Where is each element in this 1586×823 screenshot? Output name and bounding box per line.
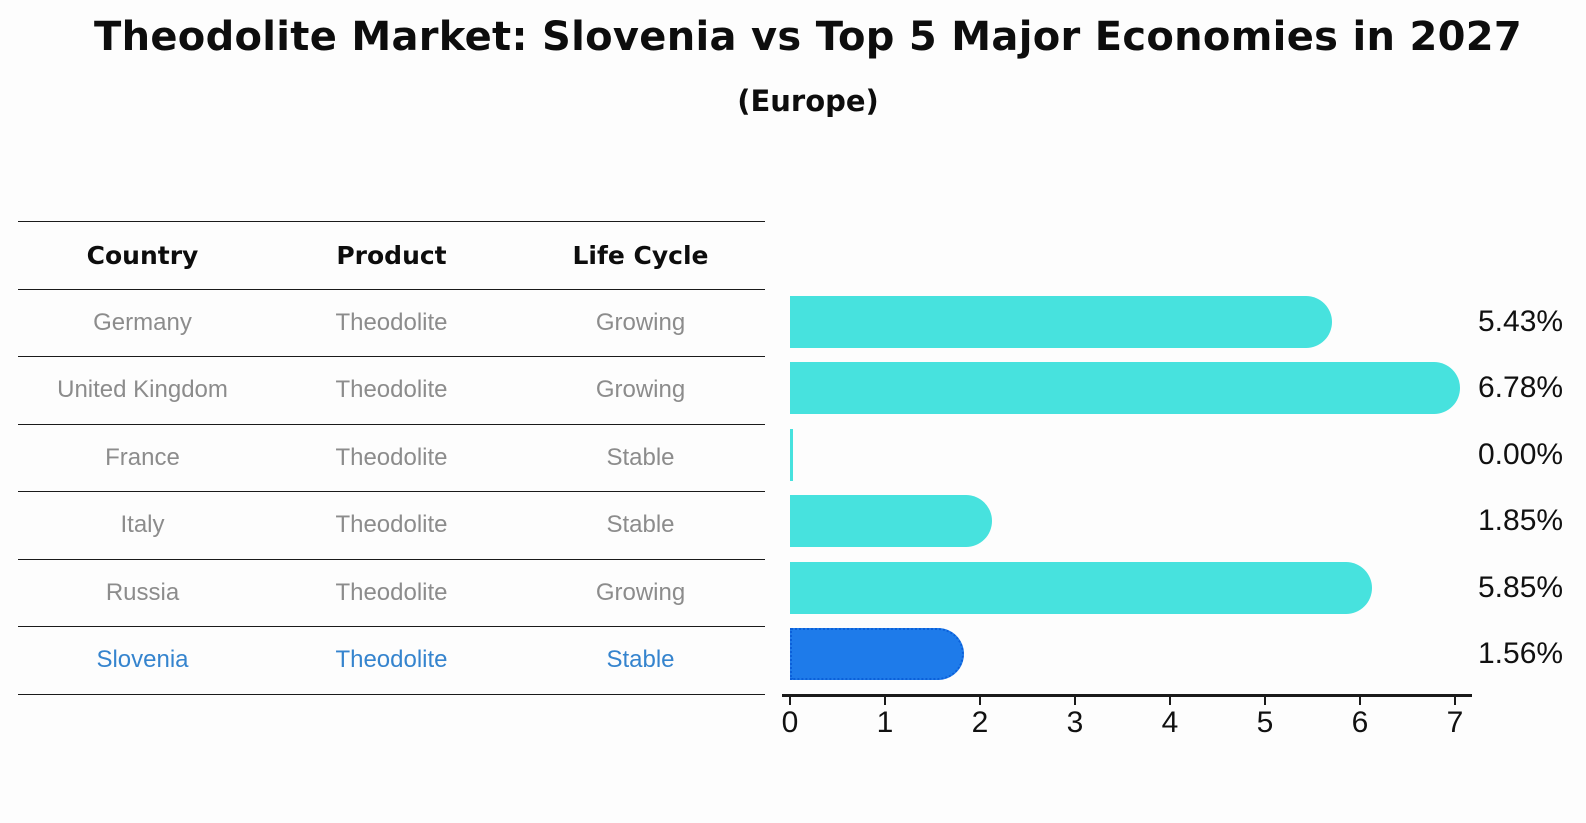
life-cycle-cell: Stable xyxy=(606,443,675,471)
column-header-life-cycle: Life Cycle xyxy=(572,240,709,270)
column-header-country: Country xyxy=(86,240,199,270)
bar-slovenia-highlighted xyxy=(790,628,965,680)
table-row-france: France Theodolite Stable xyxy=(18,425,765,492)
life-cycle-cell: Stable xyxy=(606,646,675,674)
value-label-france: 0.00% xyxy=(1478,438,1564,471)
table-row-russia: Russia Theodolite Growing xyxy=(18,560,765,627)
bar-italy xyxy=(790,495,992,547)
x-axis-tick-label: 4 xyxy=(1161,706,1179,739)
x-axis-tick-label: 0 xyxy=(781,706,799,739)
x-axis-tick-mark xyxy=(979,696,982,705)
data-table: Country Product Life Cycle Germany Theod… xyxy=(18,221,765,695)
column-header-product: Product xyxy=(336,240,447,270)
value-label-italy: 1.85% xyxy=(1478,504,1564,537)
table-row-germany: Germany Theodolite Growing xyxy=(18,290,765,357)
x-axis-tick-label: 5 xyxy=(1256,706,1274,739)
life-cycle-cell: Stable xyxy=(606,511,675,539)
life-cycle-cell: Growing xyxy=(595,578,686,606)
product-cell: Theodolite xyxy=(335,308,448,336)
x-axis-tick-mark xyxy=(1264,696,1267,705)
bar-united-kingdom xyxy=(790,362,1461,414)
x-axis-tick-mark xyxy=(884,696,887,705)
x-axis-tick-mark xyxy=(1359,696,1362,705)
product-cell: Theodolite xyxy=(335,646,448,674)
table-row-italy: Italy Theodolite Stable xyxy=(18,492,765,560)
country-cell: United Kingdom xyxy=(57,376,228,404)
chart-subtitle: (Europe) xyxy=(737,84,879,118)
life-cycle-cell: Growing xyxy=(595,376,686,404)
x-axis-tick-label: 2 xyxy=(971,706,989,739)
product-cell: Theodolite xyxy=(335,376,448,404)
product-cell: Theodolite xyxy=(335,443,448,471)
x-axis-tick-label: 1 xyxy=(876,706,894,739)
country-cell: Slovenia xyxy=(96,646,189,674)
table-row-slovenia-highlighted: Slovenia Theodolite Stable xyxy=(18,627,765,695)
x-axis-tick-mark xyxy=(789,696,792,705)
table-header-row: Country Product Life Cycle xyxy=(18,222,765,290)
value-label-united-kingdom: 6.78% xyxy=(1478,371,1564,404)
value-label-russia: 5.85% xyxy=(1478,571,1564,604)
x-axis-tick-label: 6 xyxy=(1351,706,1369,739)
x-axis-tick-mark xyxy=(1169,696,1172,705)
x-axis-tick-mark xyxy=(1454,696,1457,705)
country-cell: Italy xyxy=(120,511,165,539)
bar-germany xyxy=(790,296,1332,348)
country-cell: Germany xyxy=(93,308,192,336)
value-label-slovenia: 1.56% xyxy=(1478,637,1564,670)
x-axis-tick-label: 3 xyxy=(1066,706,1084,739)
product-cell: Theodolite xyxy=(335,511,448,539)
x-axis-tick-label: 7 xyxy=(1446,706,1464,739)
table-row-united-kingdom: United Kingdom Theodolite Growing xyxy=(18,357,765,425)
bar-russia xyxy=(790,562,1372,614)
value-label-germany: 5.43% xyxy=(1478,305,1564,338)
product-cell: Theodolite xyxy=(335,578,448,606)
life-cycle-cell: Growing xyxy=(595,308,686,336)
chart-title: Theodolite Market: Slovenia vs Top 5 Maj… xyxy=(94,14,1522,60)
country-cell: Russia xyxy=(105,578,180,606)
x-axis-tick-mark xyxy=(1074,696,1077,705)
bar-france xyxy=(790,429,793,481)
x-axis-line xyxy=(782,694,1472,697)
country-cell: France xyxy=(105,443,180,471)
